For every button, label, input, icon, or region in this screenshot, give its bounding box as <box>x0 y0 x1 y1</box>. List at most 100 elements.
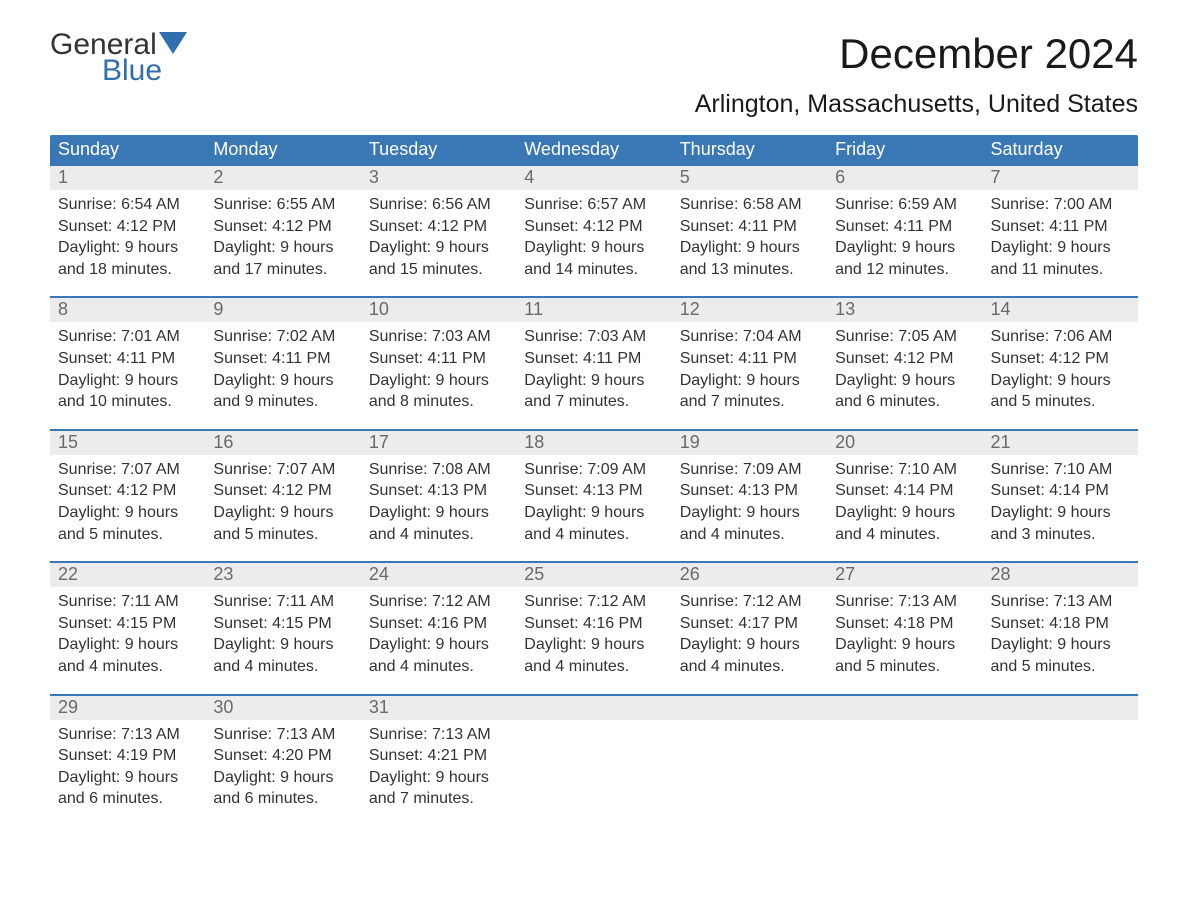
week: 15161718192021Sunrise: 7:07 AMSunset: 4:… <box>50 429 1138 557</box>
daylight-text: Daylight: 9 hours and 7 minutes. <box>680 370 819 413</box>
sunrise-text: Sunrise: 7:09 AM <box>680 459 819 481</box>
sunrise-text: Sunrise: 7:08 AM <box>369 459 508 481</box>
day-cell: Sunrise: 7:12 AMSunset: 4:16 PMDaylight:… <box>361 587 516 677</box>
sunset-text: Sunset: 4:11 PM <box>524 348 663 370</box>
sunset-text: Sunset: 4:11 PM <box>213 348 352 370</box>
sunrise-text: Sunrise: 7:11 AM <box>213 591 352 613</box>
daylight-text: Daylight: 9 hours and 4 minutes. <box>680 634 819 677</box>
sunrise-text: Sunrise: 7:07 AM <box>213 459 352 481</box>
day-number: 7 <box>983 166 1138 190</box>
day-number: 15 <box>50 431 205 455</box>
day-number <box>672 696 827 720</box>
sunrise-text: Sunrise: 7:01 AM <box>58 326 197 348</box>
day-number-row: 1234567 <box>50 166 1138 190</box>
day-cell: Sunrise: 6:58 AMSunset: 4:11 PMDaylight:… <box>672 190 827 280</box>
day-number: 21 <box>983 431 1138 455</box>
day-data-row: Sunrise: 7:13 AMSunset: 4:19 PMDaylight:… <box>50 720 1138 822</box>
daylight-text: Daylight: 9 hours and 3 minutes. <box>991 502 1130 545</box>
day-number: 22 <box>50 563 205 587</box>
day-number: 28 <box>983 563 1138 587</box>
daylight-text: Daylight: 9 hours and 18 minutes. <box>58 237 197 280</box>
day-number: 10 <box>361 298 516 322</box>
day-cell <box>983 720 1138 810</box>
day-number: 26 <box>672 563 827 587</box>
day-number: 19 <box>672 431 827 455</box>
daylight-text: Daylight: 9 hours and 7 minutes. <box>524 370 663 413</box>
daylight-text: Daylight: 9 hours and 5 minutes. <box>213 502 352 545</box>
sunrise-text: Sunrise: 6:58 AM <box>680 194 819 216</box>
sunrise-text: Sunrise: 7:04 AM <box>680 326 819 348</box>
day-number: 13 <box>827 298 982 322</box>
sunset-text: Sunset: 4:12 PM <box>58 216 197 238</box>
day-cell: Sunrise: 7:06 AMSunset: 4:12 PMDaylight:… <box>983 322 1138 412</box>
page-title: December 2024 <box>839 30 1138 78</box>
day-number: 24 <box>361 563 516 587</box>
sunrise-text: Sunrise: 7:05 AM <box>835 326 974 348</box>
sunset-text: Sunset: 4:11 PM <box>835 216 974 238</box>
page-subtitle: Arlington, Massachusetts, United States <box>50 90 1138 119</box>
day-cell: Sunrise: 7:09 AMSunset: 4:13 PMDaylight:… <box>516 455 671 545</box>
brand-logo: General Blue <box>50 30 187 86</box>
week: 293031Sunrise: 7:13 AMSunset: 4:19 PMDay… <box>50 694 1138 822</box>
day-cell: Sunrise: 6:57 AMSunset: 4:12 PMDaylight:… <box>516 190 671 280</box>
sunrise-text: Sunrise: 7:03 AM <box>369 326 508 348</box>
day-number-row: 293031 <box>50 696 1138 720</box>
sunset-text: Sunset: 4:21 PM <box>369 745 508 767</box>
day-cell <box>516 720 671 810</box>
daylight-text: Daylight: 9 hours and 5 minutes. <box>835 634 974 677</box>
day-cell: Sunrise: 7:08 AMSunset: 4:13 PMDaylight:… <box>361 455 516 545</box>
day-header-row: Sunday Monday Tuesday Wednesday Thursday… <box>50 135 1138 166</box>
daylight-text: Daylight: 9 hours and 4 minutes. <box>524 634 663 677</box>
day-number: 31 <box>361 696 516 720</box>
day-header: Sunday <box>50 135 205 166</box>
day-cell: Sunrise: 7:05 AMSunset: 4:12 PMDaylight:… <box>827 322 982 412</box>
daylight-text: Daylight: 9 hours and 4 minutes. <box>369 502 508 545</box>
week: 1234567Sunrise: 6:54 AMSunset: 4:12 PMDa… <box>50 166 1138 292</box>
sunrise-text: Sunrise: 7:02 AM <box>213 326 352 348</box>
day-number: 11 <box>516 298 671 322</box>
day-number: 8 <box>50 298 205 322</box>
day-number: 17 <box>361 431 516 455</box>
day-number-row: 22232425262728 <box>50 563 1138 587</box>
day-cell: Sunrise: 7:10 AMSunset: 4:14 PMDaylight:… <box>983 455 1138 545</box>
day-number: 1 <box>50 166 205 190</box>
sunset-text: Sunset: 4:14 PM <box>991 480 1130 502</box>
day-number: 30 <box>205 696 360 720</box>
sunset-text: Sunset: 4:13 PM <box>524 480 663 502</box>
sunrise-text: Sunrise: 7:09 AM <box>524 459 663 481</box>
day-header: Monday <box>205 135 360 166</box>
day-cell: Sunrise: 6:56 AMSunset: 4:12 PMDaylight:… <box>361 190 516 280</box>
day-cell <box>672 720 827 810</box>
daylight-text: Daylight: 9 hours and 11 minutes. <box>991 237 1130 280</box>
day-number: 27 <box>827 563 982 587</box>
sunrise-text: Sunrise: 7:10 AM <box>835 459 974 481</box>
day-number: 9 <box>205 298 360 322</box>
calendar: Sunday Monday Tuesday Wednesday Thursday… <box>50 135 1138 822</box>
daylight-text: Daylight: 9 hours and 5 minutes. <box>991 370 1130 413</box>
day-cell: Sunrise: 7:13 AMSunset: 4:20 PMDaylight:… <box>205 720 360 810</box>
sunrise-text: Sunrise: 7:13 AM <box>369 724 508 746</box>
daylight-text: Daylight: 9 hours and 6 minutes. <box>835 370 974 413</box>
daylight-text: Daylight: 9 hours and 5 minutes. <box>991 634 1130 677</box>
day-cell: Sunrise: 7:03 AMSunset: 4:11 PMDaylight:… <box>516 322 671 412</box>
daylight-text: Daylight: 9 hours and 13 minutes. <box>680 237 819 280</box>
sunset-text: Sunset: 4:13 PM <box>680 480 819 502</box>
day-cell: Sunrise: 7:11 AMSunset: 4:15 PMDaylight:… <box>205 587 360 677</box>
daylight-text: Daylight: 9 hours and 8 minutes. <box>369 370 508 413</box>
sunrise-text: Sunrise: 7:10 AM <box>991 459 1130 481</box>
day-number: 2 <box>205 166 360 190</box>
day-header: Tuesday <box>361 135 516 166</box>
daylight-text: Daylight: 9 hours and 7 minutes. <box>369 767 508 810</box>
sunrise-text: Sunrise: 7:12 AM <box>524 591 663 613</box>
daylight-text: Daylight: 9 hours and 10 minutes. <box>58 370 197 413</box>
daylight-text: Daylight: 9 hours and 17 minutes. <box>213 237 352 280</box>
daylight-text: Daylight: 9 hours and 14 minutes. <box>524 237 663 280</box>
sunrise-text: Sunrise: 6:59 AM <box>835 194 974 216</box>
sunset-text: Sunset: 4:16 PM <box>369 613 508 635</box>
sunrise-text: Sunrise: 7:12 AM <box>680 591 819 613</box>
day-number <box>983 696 1138 720</box>
daylight-text: Daylight: 9 hours and 4 minutes. <box>524 502 663 545</box>
day-header: Saturday <box>983 135 1138 166</box>
day-cell: Sunrise: 7:12 AMSunset: 4:16 PMDaylight:… <box>516 587 671 677</box>
day-number: 6 <box>827 166 982 190</box>
